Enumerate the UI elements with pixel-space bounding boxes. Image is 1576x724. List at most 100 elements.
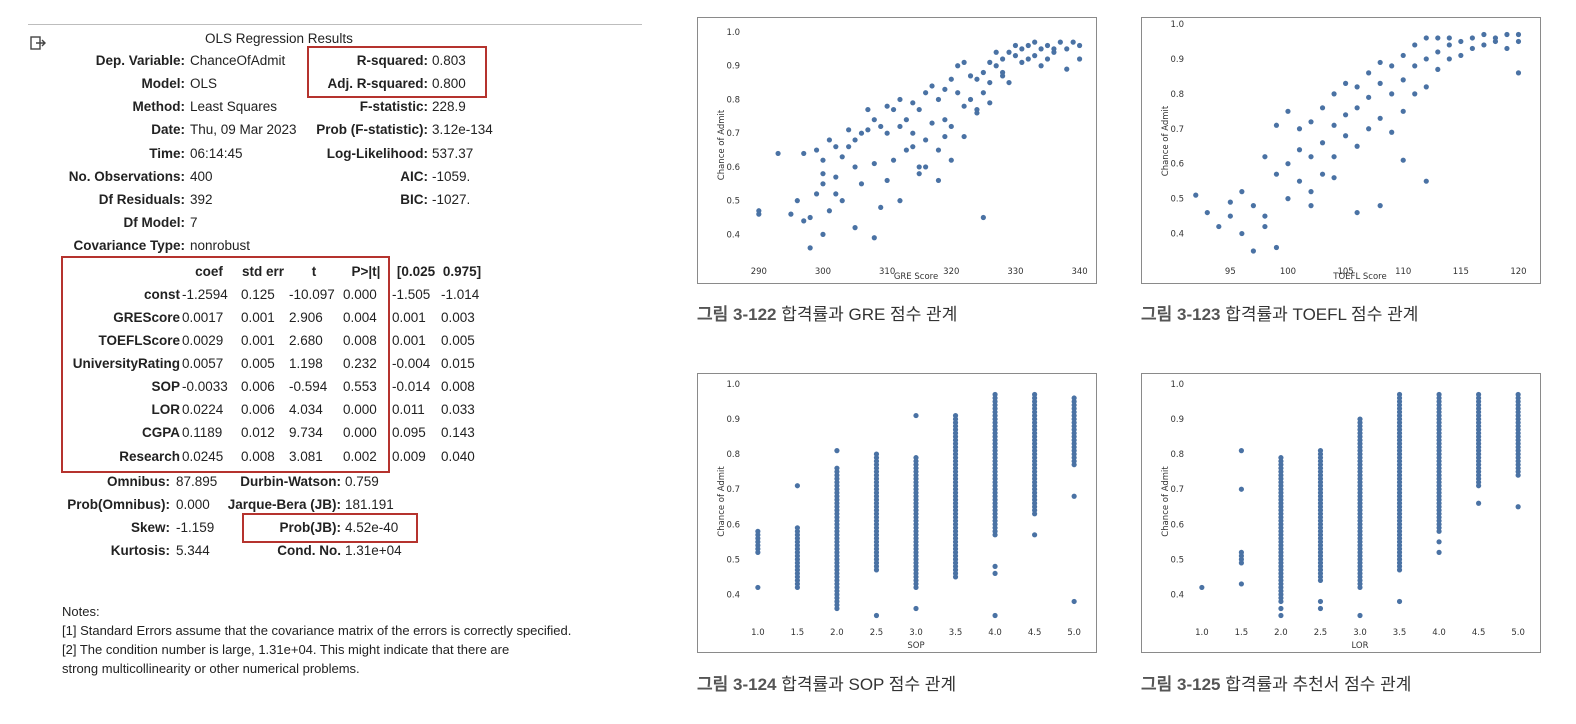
data-point <box>987 100 993 106</box>
model-stat-value: Thu, 09 Mar 2023 <box>190 122 297 137</box>
data-point <box>1446 42 1452 48</box>
model-stat-label: No. Observations: <box>68 169 185 184</box>
data-point <box>1504 31 1510 38</box>
x-tick-label: 110 <box>1395 267 1411 277</box>
coef-cell: 0.001 <box>241 310 275 325</box>
data-point <box>1057 39 1063 45</box>
data-point <box>1239 230 1245 237</box>
data-point <box>1193 192 1199 198</box>
coef-header: t <box>311 264 317 279</box>
data-point <box>884 130 890 136</box>
data-point <box>820 157 826 163</box>
notes-line: Notes: <box>62 604 100 619</box>
x-tick-label: 1.0 <box>1195 628 1209 638</box>
data-point <box>1317 598 1324 605</box>
data-point <box>839 154 845 160</box>
data-point <box>1377 59 1383 66</box>
data-point <box>952 412 959 419</box>
data-point <box>1278 612 1284 619</box>
caption-number: 그림 3-122 <box>697 305 777 324</box>
data-point <box>1006 49 1012 55</box>
coef-header: [0.025 <box>396 264 436 279</box>
model-stat-label: Model: <box>141 76 186 91</box>
fit-stat-label: AIC: <box>400 169 428 184</box>
data-point <box>1331 175 1337 181</box>
caption-toefl: 그림 3-123 합격률과 TOEFL 점수 관계 <box>1141 300 1418 325</box>
y-tick-label: 0.8 <box>1170 90 1184 100</box>
y-tick-label: 0.5 <box>726 197 740 207</box>
data-point <box>1019 59 1025 65</box>
data-point <box>897 198 903 204</box>
data-point <box>1423 35 1429 41</box>
data-point <box>1331 91 1337 97</box>
coef-row-name: UniversityRating <box>72 356 180 371</box>
x-tick-label: 4.5 <box>1028 628 1042 638</box>
notes-line: [1] Standard Errors assume that the cova… <box>62 623 572 638</box>
data-point <box>913 412 919 419</box>
data-point <box>955 90 961 96</box>
x-tick-label: 310 <box>879 267 895 277</box>
data-point <box>1342 133 1349 139</box>
data-point <box>935 177 942 184</box>
diag-value: 5.344 <box>176 543 210 558</box>
data-point <box>1504 45 1510 52</box>
data-point <box>1446 35 1452 41</box>
data-point <box>1064 66 1070 72</box>
model-stat-label: Time: <box>149 146 185 161</box>
data-point <box>897 96 903 103</box>
data-point <box>858 181 865 187</box>
output-icon[interactable] <box>30 36 46 50</box>
y-tick-label: 1.0 <box>1170 20 1184 30</box>
data-point <box>1389 63 1395 69</box>
coef-cell: -0.004 <box>392 356 431 371</box>
output-top-divider <box>28 24 642 25</box>
data-point <box>948 157 954 163</box>
data-point <box>1025 56 1031 62</box>
y-tick-label: 0.5 <box>1170 195 1184 205</box>
coef-cell: 0.001 <box>241 333 275 348</box>
data-point <box>1331 154 1337 160</box>
coef-cell: 0.005 <box>241 356 275 371</box>
caption-gre: 그림 3-122 합격률과 GRE 점수 관계 <box>697 300 957 325</box>
data-point <box>910 130 916 136</box>
x-tick-label: 4.5 <box>1472 628 1486 638</box>
data-point <box>1492 38 1499 45</box>
model-stat-label: Df Model: <box>123 215 186 230</box>
fit-stat-value: -1059. <box>432 169 471 184</box>
x-tick-label: 3.0 <box>1353 628 1367 638</box>
data-point <box>897 123 903 130</box>
diag-value: -1.159 <box>176 520 215 535</box>
data-point <box>910 100 916 106</box>
data-point <box>1238 486 1244 492</box>
data-point <box>1204 209 1210 216</box>
coef-cell: 0.008 <box>343 333 377 348</box>
y-tick-label: 0.6 <box>726 520 740 530</box>
data-point <box>820 171 826 177</box>
model-stat-value: Least Squares <box>190 99 278 114</box>
data-point <box>1515 38 1522 45</box>
data-point <box>801 218 807 224</box>
data-point <box>1396 391 1403 398</box>
data-point <box>1389 129 1395 135</box>
data-point <box>1412 91 1418 97</box>
data-point <box>1357 612 1363 619</box>
data-point <box>1273 122 1280 128</box>
data-point <box>1389 91 1395 97</box>
data-point <box>1354 105 1360 111</box>
x-tick-label: 320 <box>943 267 959 277</box>
coef-cell: 1.198 <box>289 356 323 371</box>
coef-cell: 0.004 <box>343 310 377 325</box>
data-point <box>1216 223 1222 230</box>
data-point <box>1476 500 1482 506</box>
diag-label: Skew: <box>130 520 170 535</box>
data-point <box>878 123 884 130</box>
data-point <box>1296 178 1303 184</box>
data-point <box>1038 63 1044 69</box>
data-point <box>1006 79 1012 86</box>
y-tick-label: 0.4 <box>726 590 740 600</box>
x-tick-label: 1.0 <box>751 628 765 638</box>
coef-cell: 0.006 <box>241 379 275 394</box>
data-point <box>871 160 877 167</box>
x-tick-label: 300 <box>815 267 831 277</box>
x-tick-label: 120 <box>1510 267 1526 277</box>
